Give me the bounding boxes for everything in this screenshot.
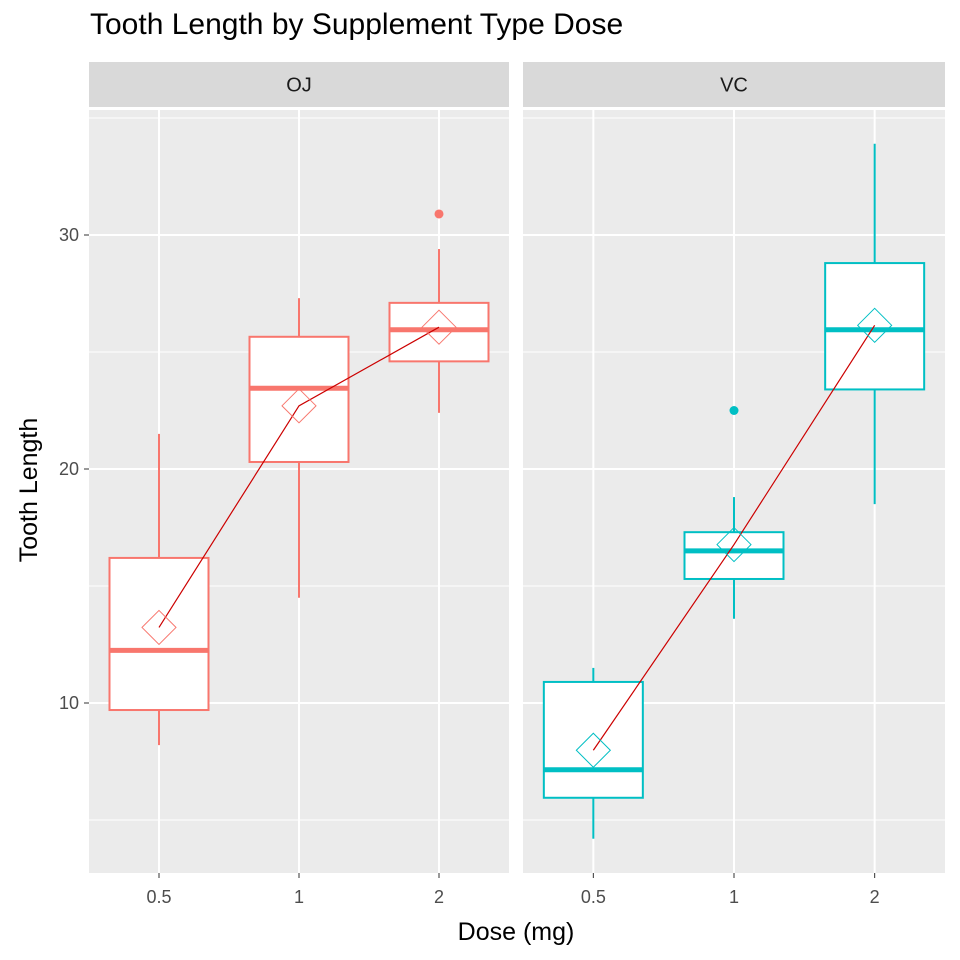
box-body xyxy=(683,531,785,580)
y-axis: 10 20 30 xyxy=(59,225,89,713)
facet-strip xyxy=(523,62,945,107)
outlier-point xyxy=(434,209,444,219)
y-tick-label: 20 xyxy=(59,459,79,479)
panels-layer: OJ 0.5 1 2 VC 0.5 1 2 xyxy=(89,62,945,907)
box-body xyxy=(108,556,210,712)
y-axis-title: Tooth Length xyxy=(15,418,43,563)
mean-marker xyxy=(856,307,893,344)
y-tick-label: 10 xyxy=(59,693,79,713)
box-oj-0.5 xyxy=(108,433,210,746)
facet-strip-label: OJ xyxy=(286,75,312,97)
box-vc-2 xyxy=(824,143,926,505)
outlier-point xyxy=(729,406,739,415)
mean-line xyxy=(158,326,440,628)
mean-marker xyxy=(575,732,612,768)
x-tick-label: 2 xyxy=(870,887,880,907)
mean-marker xyxy=(141,609,177,646)
chart-title: Tooth Length by Supplement Type Dose xyxy=(90,8,624,41)
mean-marker xyxy=(421,309,457,345)
x-tick-label: 0.5 xyxy=(146,887,171,907)
facet-strip-label: VC xyxy=(720,75,748,97)
mean-marker xyxy=(716,526,752,563)
mean-line xyxy=(592,325,876,751)
facet-strip xyxy=(89,62,509,107)
mean-marker xyxy=(281,388,317,424)
x-tick-label: 0.5 xyxy=(581,887,606,907)
x-axis-title: Dose (mg) xyxy=(458,918,575,946)
panel-vc: VC 0.5 1 2 xyxy=(523,62,945,907)
y-tick-label: 30 xyxy=(59,225,79,245)
panel-oj: OJ 0.5 1 2 xyxy=(89,62,509,907)
x-tick-label: 1 xyxy=(729,887,739,907)
box-oj-2 xyxy=(388,209,490,413)
x-tick-label: 2 xyxy=(434,887,444,907)
box-vc-1 xyxy=(683,406,785,619)
x-tick-label: 1 xyxy=(294,887,304,907)
box-body xyxy=(248,335,350,463)
box-oj-1 xyxy=(248,298,350,598)
